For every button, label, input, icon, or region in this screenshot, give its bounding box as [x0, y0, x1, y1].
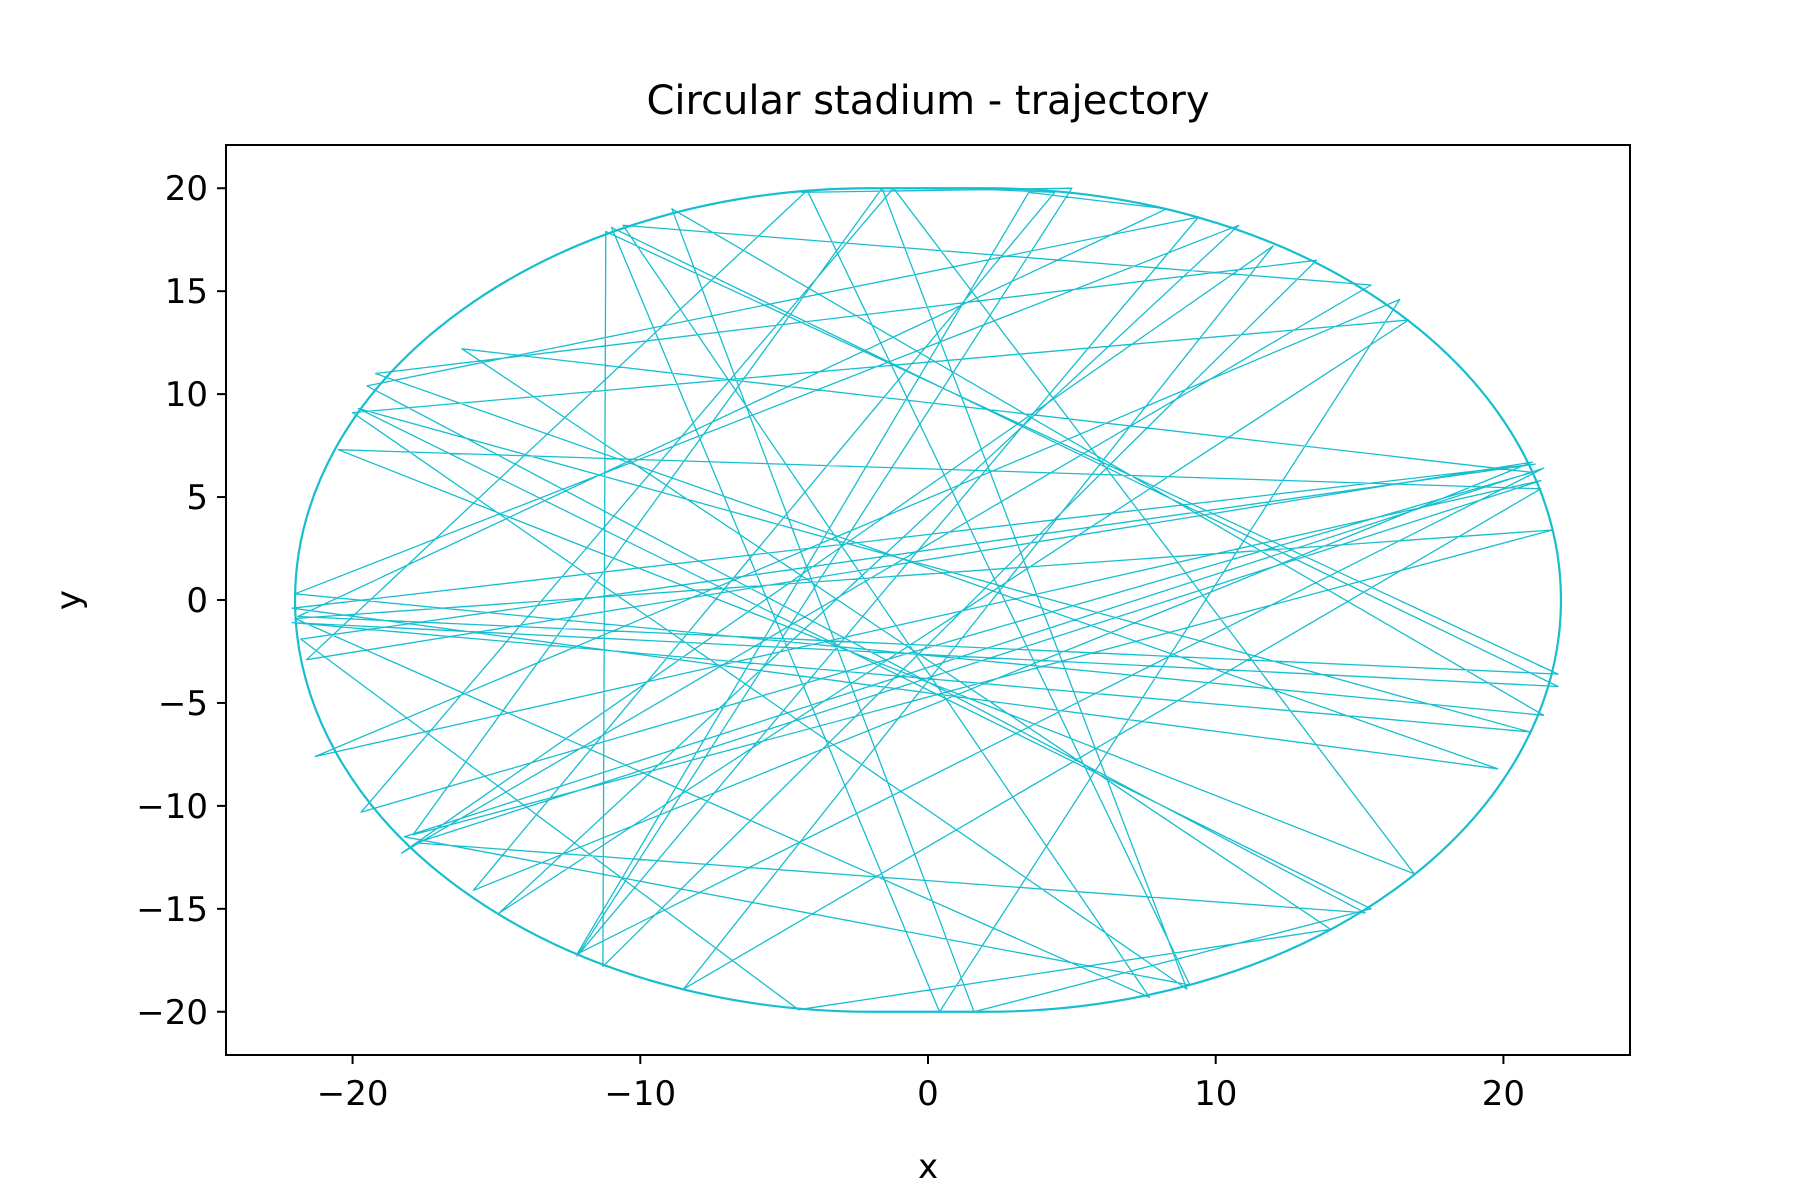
y-tick-label: −20	[136, 993, 208, 1033]
trajectory-line	[291, 187, 1559, 1013]
y-tick-label: −5	[158, 684, 208, 724]
x-axis-label: x	[918, 1147, 938, 1187]
x-tick-label: −20	[317, 1074, 389, 1114]
chart-title: Circular stadium - trajectory	[646, 78, 1209, 124]
y-axis-label: y	[49, 590, 89, 610]
y-axis: −20 −15 −10 −5 0 5 10 15 20	[136, 169, 226, 1033]
x-tick-label: 10	[1194, 1074, 1237, 1114]
y-tick-label: 0	[186, 581, 208, 621]
y-tick-label: −10	[136, 787, 208, 827]
y-tick-label: 10	[165, 375, 208, 415]
y-tick-label: 5	[186, 478, 208, 518]
plot-area	[292, 188, 1561, 1012]
plot-frame	[225, 144, 1631, 1056]
x-tick-label: 20	[1482, 1074, 1525, 1114]
x-axis: −20 −10 0 10 20	[317, 1055, 1525, 1114]
x-tick-label: 0	[917, 1074, 939, 1114]
y-tick-label: 15	[165, 272, 208, 312]
x-tick-label: −10	[604, 1074, 676, 1114]
y-tick-label: 20	[165, 169, 208, 209]
y-tick-label: −15	[136, 890, 208, 930]
